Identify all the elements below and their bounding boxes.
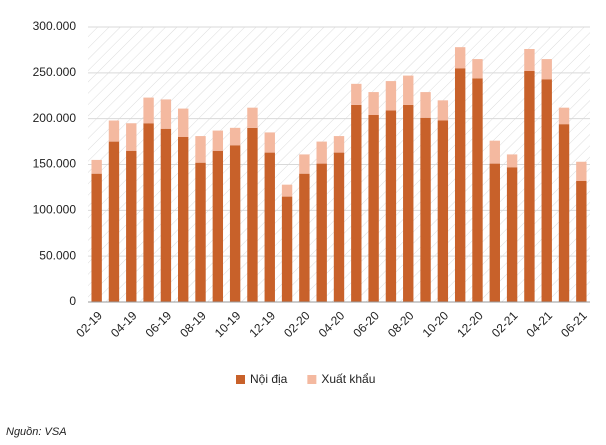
bar-segment xyxy=(333,152,345,302)
bar-segment xyxy=(178,108,189,137)
bar-segment xyxy=(229,127,241,146)
bar-segment xyxy=(351,83,362,105)
bar-segment xyxy=(247,127,258,302)
legend-swatch xyxy=(307,375,317,384)
x-tick-label: 06-21 xyxy=(558,308,590,340)
y-tick-label: 50.000 xyxy=(39,248,76,262)
source: Nguồn: VSA xyxy=(6,426,67,438)
y-tick-label: 200.000 xyxy=(33,111,77,125)
bar-segment xyxy=(576,161,587,181)
bar-segment xyxy=(212,150,224,302)
x-tick-label: 12-20 xyxy=(454,308,486,340)
bar-segment xyxy=(143,97,154,124)
bar-segment xyxy=(403,104,414,303)
bar-segment xyxy=(385,81,397,111)
bar-segment xyxy=(368,115,379,302)
bar-segment xyxy=(403,75,414,105)
bar-segment xyxy=(524,71,535,302)
bar-segment xyxy=(420,117,431,302)
y-tick-label: 150.000 xyxy=(33,157,77,171)
bar-segment xyxy=(126,150,137,302)
bar-segment xyxy=(333,136,345,153)
bar-segment xyxy=(126,123,137,151)
bar-segment xyxy=(454,68,466,302)
bar-segment xyxy=(472,59,483,79)
x-tick-label: 02-19 xyxy=(73,308,105,340)
x-tick-label: 10-20 xyxy=(420,308,452,340)
x-tick-label: 02-21 xyxy=(489,308,521,340)
bar-segment xyxy=(385,110,397,303)
bar-segment xyxy=(178,137,189,302)
bar-segment xyxy=(524,49,535,71)
bar-segment xyxy=(160,128,172,302)
x-tick-label: 06-20 xyxy=(350,308,382,340)
bar-segment xyxy=(247,107,258,128)
bar-segment xyxy=(316,141,327,164)
bar-segment xyxy=(195,162,206,302)
bar-segment xyxy=(264,152,275,302)
x-tick-label: 06-19 xyxy=(143,308,175,340)
x-tick-label: 08-19 xyxy=(177,308,209,340)
bar-segment xyxy=(489,140,500,164)
bar-segment xyxy=(91,173,102,302)
bar-segment xyxy=(506,167,518,302)
bar-segment xyxy=(368,92,379,115)
y-tick-label: 250.000 xyxy=(33,65,77,79)
bar-segment xyxy=(212,130,224,151)
bar-segment xyxy=(437,120,449,302)
bar-segment xyxy=(108,141,120,302)
bar-segment xyxy=(281,184,293,197)
bar-segment xyxy=(489,163,500,302)
x-tick-label: 10-19 xyxy=(212,308,244,340)
x-tick-label: 12-19 xyxy=(247,308,279,340)
bar-segment xyxy=(351,104,362,303)
bar-segment xyxy=(229,145,241,302)
bar-segment xyxy=(91,159,102,174)
bar-segment xyxy=(195,136,206,163)
legend-swatch xyxy=(236,375,245,384)
bar-segment xyxy=(558,124,570,303)
x-tick-label: 04-21 xyxy=(523,308,555,340)
bar-segment xyxy=(541,79,552,302)
y-tick-label: 0 xyxy=(69,294,76,308)
bar-segment xyxy=(264,132,275,153)
bar-segment xyxy=(299,173,310,302)
bar-segment xyxy=(541,59,552,80)
bar-segment xyxy=(143,123,154,302)
bar-segment xyxy=(160,99,172,129)
bar-segment xyxy=(437,100,449,121)
bar-segment xyxy=(472,78,483,302)
bar-segment xyxy=(454,47,466,69)
y-tick-label: 300.000 xyxy=(33,19,77,33)
bar-segment xyxy=(420,92,431,118)
y-tick-label: 100.000 xyxy=(33,203,77,217)
bar-segment xyxy=(506,154,518,168)
x-tick-label: 08-20 xyxy=(385,308,417,340)
bar-segment xyxy=(576,181,587,302)
bar-segment xyxy=(558,107,570,125)
x-tick-label: 04-19 xyxy=(108,308,140,340)
legend-label: Xuất khẩu xyxy=(321,372,375,386)
bar-segment xyxy=(281,196,293,302)
bar-segment xyxy=(316,163,327,302)
bar-segment xyxy=(299,154,310,174)
bar-segment xyxy=(108,120,120,142)
legend-label: Nội địa xyxy=(250,372,288,386)
x-tick-label: 02-20 xyxy=(281,308,313,340)
x-tick-label: 04-20 xyxy=(316,308,348,340)
